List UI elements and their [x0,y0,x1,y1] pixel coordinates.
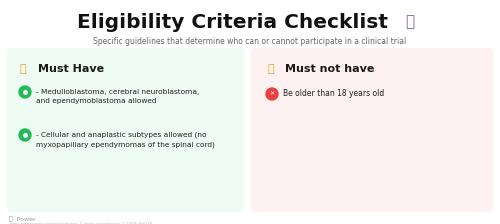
Text: Be older than 18 years old: Be older than 18 years old [283,90,384,99]
FancyBboxPatch shape [7,48,244,212]
Circle shape [266,88,278,100]
Text: Must Have: Must Have [38,64,104,74]
FancyBboxPatch shape [251,48,493,212]
Text: - Medulloblastoma, cerebral neuroblastoma,
and ependymoblastoma allowed: - Medulloblastoma, cerebral neuroblastom… [36,89,199,104]
Circle shape [19,86,31,98]
Text: Must not have: Must not have [285,64,374,74]
Text: Ꝺ  Power: Ꝺ Power [9,216,36,222]
Text: Eligibility Criteria Checklist: Eligibility Criteria Checklist [77,13,388,32]
Text: ✓: ✓ [22,90,28,95]
Text: 👎: 👎 [267,64,274,74]
Text: 👍: 👍 [20,64,26,74]
Text: 📋: 📋 [406,15,414,30]
Text: ✕: ✕ [270,91,274,97]
Text: - Cellular and anaplastic subtypes allowed (no
myxopapillary ependymomas of the : - Cellular and anaplastic subtypes allow… [36,132,215,148]
Text: Specific guidelines that determine who can or cannot participate in a clinical t: Specific guidelines that determine who c… [94,37,406,47]
Text: ✓: ✓ [22,133,28,138]
Text: www.withpower.com/trial/phase-5-brain-neoplasms-2-2004-0d026: www.withpower.com/trial/phase-5-brain-ne… [9,222,154,224]
Circle shape [19,129,31,141]
